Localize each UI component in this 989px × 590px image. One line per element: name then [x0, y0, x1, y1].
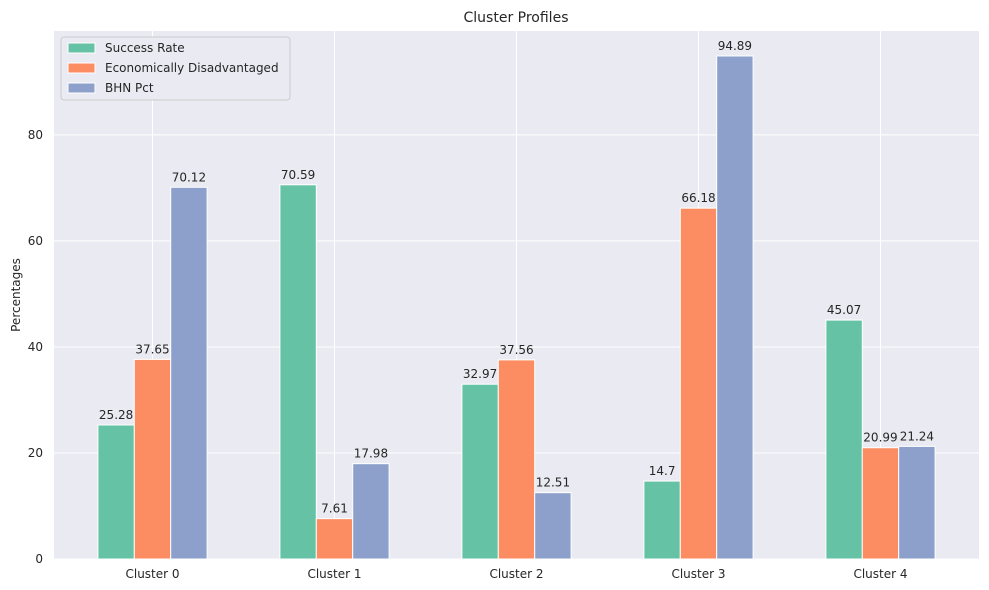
bar-label-success-rate-cluster-2: 32.97 — [463, 367, 497, 381]
x-axis-ticks: Cluster 0 Cluster 1 Cluster 2 Cluster 3 Clus… — [125, 567, 907, 581]
legend-swatch-bhn-pct — [67, 82, 96, 94]
y-tick-label: 40 — [28, 340, 43, 354]
bar-success-rate-cluster-2 — [461, 383, 499, 560]
bar-label-success-rate-cluster-1: 70.59 — [281, 168, 315, 182]
legend-swatch-economically-disadvantaged — [67, 62, 96, 74]
legend-label-bhn-pct: BHN Pct — [105, 81, 154, 95]
legend-label-success-rate: Success Rate — [105, 41, 185, 55]
legend: Success Rate Economically Disadvantaged BH… — [60, 36, 291, 101]
legend-box — [60, 36, 291, 101]
bar-economically-disadvantaged-cluster-2 — [497, 359, 536, 560]
bar-success-rate-cluster-0 — [97, 424, 135, 560]
bar-success-rate-cluster-1 — [279, 184, 317, 560]
bar-bhn-pct-cluster-1 — [352, 463, 390, 560]
y-axis-label: Percentages — [9, 258, 23, 332]
legend-label-economically-disadvantaged: Economically Disadvantaged — [105, 61, 279, 75]
bar-bhn-pct-cluster-4 — [898, 445, 936, 560]
bar-label-success-rate-cluster-0: 25.28 — [99, 408, 133, 422]
bar-label-success-rate-cluster-3: 14.7 — [649, 464, 676, 478]
bar-bhn-pct-cluster-2 — [534, 492, 572, 560]
x-tick-label-cluster-2: Cluster 2 — [489, 567, 543, 581]
legend-swatch-success-rate — [67, 42, 96, 54]
bar-label-economically-disadvantaged-cluster-2: 37.56 — [499, 343, 533, 357]
x-tick-label-cluster-1: Cluster 1 — [307, 567, 361, 581]
bar-label-bhn-pct-cluster-3: 94.89 — [718, 39, 752, 53]
bar-bhn-pct-cluster-0 — [170, 186, 208, 560]
bar-label-economically-disadvantaged-cluster-4: 20.99 — [863, 431, 897, 445]
y-tick-label: 60 — [28, 234, 43, 248]
bar-success-rate-cluster-4 — [825, 319, 863, 560]
bar-bhn-pct-cluster-3 — [716, 55, 754, 560]
bar-economically-disadvantaged-cluster-1 — [315, 518, 354, 560]
x-tick-label-cluster-4: Cluster 4 — [853, 567, 907, 581]
bar-success-rate-cluster-3 — [643, 480, 681, 560]
bar-label-bhn-pct-cluster-2: 12.51 — [536, 476, 570, 490]
y-axis-ticks: 0 20 40 60 80 — [28, 128, 43, 566]
bar-label-bhn-pct-cluster-0: 70.12 — [172, 170, 206, 184]
bar-label-success-rate-cluster-4: 45.07 — [827, 303, 861, 317]
bar-label-bhn-pct-cluster-4: 21.24 — [900, 429, 934, 443]
bar-label-economically-disadvantaged-cluster-0: 37.65 — [135, 342, 169, 356]
y-tick-label: 20 — [28, 446, 43, 460]
bar-label-economically-disadvantaged-cluster-1: 7.61 — [321, 502, 348, 516]
bar-label-economically-disadvantaged-cluster-3: 66.18 — [681, 191, 715, 205]
x-tick-label-cluster-0: Cluster 0 — [125, 567, 179, 581]
x-tick-label-cluster-3: Cluster 3 — [671, 567, 725, 581]
bar-economically-disadvantaged-cluster-3 — [679, 207, 718, 560]
y-tick-label: 80 — [28, 128, 43, 142]
chart-title: Cluster Profiles — [464, 10, 569, 26]
bar-value-labels: 25.28 70.59 32.97 14.7 45.07 37.65 7.61 37.56 66… — [99, 39, 934, 516]
y-tick-label: 0 — [35, 552, 43, 566]
bar-economically-disadvantaged-cluster-0 — [133, 358, 172, 560]
bars — [97, 55, 936, 560]
bar-label-bhn-pct-cluster-1: 17.98 — [354, 447, 388, 461]
bar-economically-disadvantaged-cluster-4 — [861, 447, 900, 560]
